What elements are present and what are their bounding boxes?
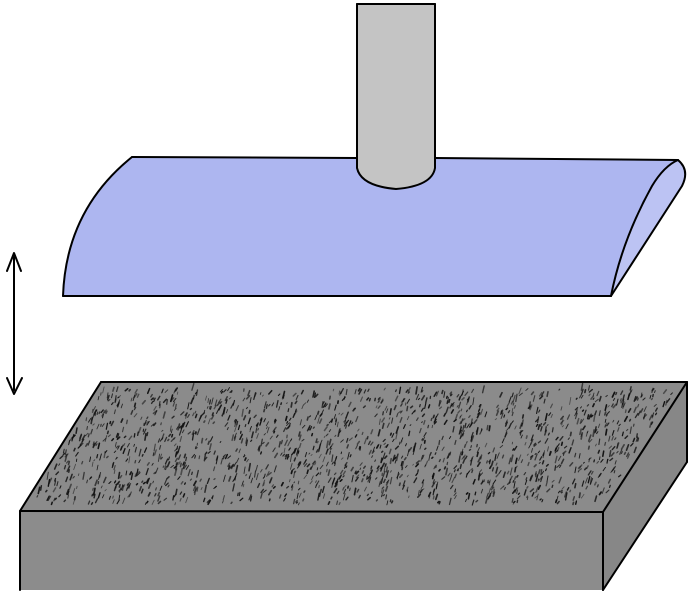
textured-block — [19, 381, 688, 591]
press-platen — [62, 149, 687, 297]
block-surface-texture — [36, 382, 673, 506]
double-headed-vertical-arrow-icon — [6, 252, 23, 395]
